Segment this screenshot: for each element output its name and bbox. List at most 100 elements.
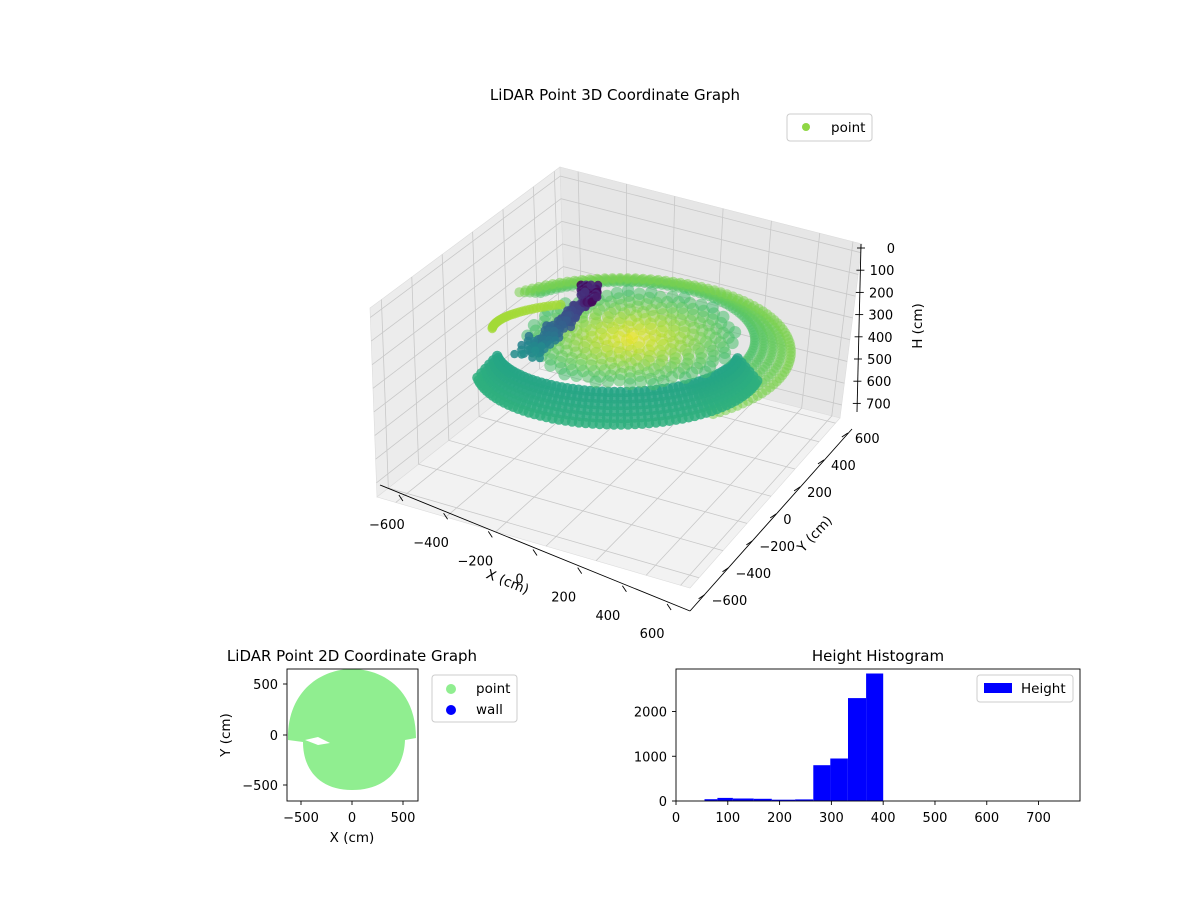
x-tick-label: 400 — [595, 609, 620, 624]
histogram-x-tick-label: 600 — [974, 811, 999, 826]
lidar-point — [695, 298, 708, 311]
y-tick-label: 600 — [855, 432, 880, 447]
lidar-point — [653, 274, 664, 285]
legend-swatch-height — [984, 683, 1012, 693]
lidar-point — [531, 346, 540, 355]
lidar-point — [523, 346, 533, 355]
lidar-point — [699, 365, 712, 379]
legend-frame — [786, 113, 873, 142]
histogram-x-tick-label: 0 — [672, 811, 680, 826]
legend-frame-histogram — [976, 674, 1074, 703]
ticks-3d: −600 −400 −200 0 200 400 600 −600 −400 −200 0 200 40… — [369, 242, 895, 642]
lidar-point — [622, 273, 633, 284]
histogram-bar — [848, 698, 867, 801]
lidar-point — [527, 319, 541, 332]
histogram-bars — [704, 673, 884, 801]
legend-marker-point-2d — [446, 684, 456, 694]
x-tick-mark — [443, 512, 448, 520]
lidar-point — [623, 377, 637, 391]
histogram-x-tick-label: 200 — [767, 811, 792, 826]
histogram-y-tick-label: 2000 — [634, 706, 667, 721]
grid-line-z — [370, 175, 861, 318]
lidar-point — [562, 276, 573, 287]
lidar-point — [726, 336, 739, 350]
histogram-bar — [813, 765, 831, 801]
lidar-point — [630, 273, 641, 284]
histogram-legend: Height — [976, 674, 1074, 703]
y-tick-mark — [769, 513, 777, 519]
lidar-point — [600, 289, 614, 303]
legend-label-point: point — [831, 120, 865, 136]
lidar-point — [592, 292, 602, 302]
lidar-point — [555, 299, 566, 310]
lidar-point — [589, 375, 602, 388]
lidar-point — [537, 342, 546, 351]
y-tick-label: −600 — [712, 594, 748, 609]
x-tick-mark — [622, 585, 627, 593]
lidar-point — [634, 375, 648, 388]
lidar-point — [586, 280, 596, 290]
chart-3d: LiDAR Point 3D Coordinate Graph −600 −400… — [369, 86, 926, 642]
z-tick-label: 200 — [869, 286, 894, 301]
lidar-point — [728, 326, 742, 339]
chart-2d: LiDAR Point 2D Coordinate Graph −500 0 500… — [218, 647, 518, 846]
x-tick-label: −600 — [369, 518, 405, 533]
z-tick-label: 100 — [870, 264, 895, 279]
lidar-point — [528, 353, 537, 362]
legend-label-wall: wall — [476, 702, 503, 718]
lidar-point — [645, 286, 658, 299]
lidar-point — [660, 275, 671, 286]
y-tick-mark — [722, 567, 729, 573]
x-axis-label-2d: X (cm) — [330, 830, 375, 846]
x-tick-label-2d: 0 — [348, 811, 356, 826]
plot-frame-histogram — [675, 668, 1081, 802]
y-tick-label-2d: −500 — [242, 779, 278, 794]
grid-line-y — [441, 254, 748, 524]
legend-marker-point — [802, 123, 810, 131]
x-axis-line — [379, 484, 691, 612]
y-tick-label-2d: 0 — [270, 729, 278, 744]
x-axis-label: X (cm) — [484, 567, 531, 599]
lidar-point — [472, 372, 483, 383]
y-tick-mark — [793, 486, 801, 492]
y-tick-label: 400 — [831, 459, 856, 474]
z-tick-label: 500 — [867, 353, 892, 368]
lidar-point — [657, 374, 670, 388]
point-area-2d — [288, 669, 416, 790]
histogram-ticks: 0 100 200 300 400 500 600 700 0 1000 2000 — [634, 706, 1051, 826]
y-axis-label: Y (cm) — [794, 513, 836, 557]
lidar-point — [510, 349, 519, 359]
chart-3d-title: LiDAR Point 3D Coordinate Graph — [490, 86, 740, 104]
histogram-bar — [771, 799, 796, 801]
lidar-point — [638, 273, 649, 284]
histogram-bar — [717, 797, 733, 801]
histogram-x-tick-label: 400 — [871, 811, 896, 826]
lidar-point — [621, 284, 635, 297]
grid-line-z — [372, 243, 853, 389]
z-tick-label: 400 — [868, 331, 893, 346]
grid-line-x — [680, 241, 854, 586]
histogram-bar — [830, 758, 848, 801]
x-tick-mark — [398, 494, 404, 502]
lidar-point — [601, 375, 615, 388]
histogram-x-tick-label: 700 — [1026, 811, 1051, 826]
lidar-point — [706, 301, 719, 314]
lidar-point — [645, 274, 656, 285]
lidar-point — [517, 350, 526, 359]
grid-line-z — [370, 198, 859, 342]
y-tick-mark — [746, 540, 753, 546]
histogram-y-tick-label: 0 — [659, 795, 667, 810]
lidar-point — [570, 369, 583, 382]
lidar-point — [678, 291, 691, 304]
grid-line-y — [533, 186, 820, 443]
lidar-point — [566, 322, 576, 332]
ticks-2d: −500 0 500 500 0 −500 — [242, 678, 415, 826]
histogram-title: Height Histogram — [812, 647, 944, 665]
z-axis-line — [856, 243, 862, 413]
x-tick-label: −200 — [457, 554, 493, 569]
x-tick-mark — [577, 567, 583, 574]
lidar-point — [647, 378, 660, 391]
z-tick-label: 700 — [866, 397, 891, 412]
x-tick-label: 200 — [551, 591, 576, 606]
